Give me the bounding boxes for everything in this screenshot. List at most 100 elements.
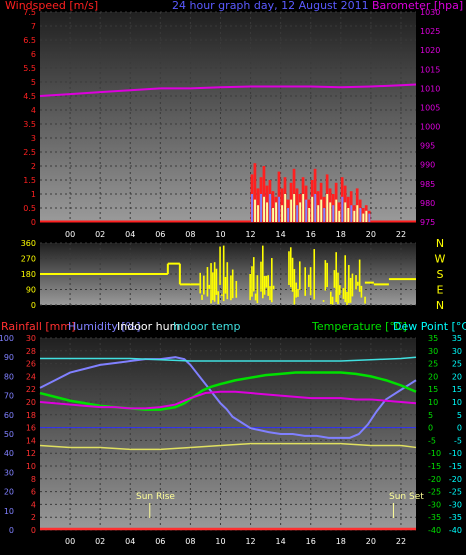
wind-avg-bar xyxy=(287,208,290,222)
baro-y-tick: 980 xyxy=(420,199,435,208)
wind-direction-burst xyxy=(203,275,205,295)
temp-y-tick: -30 xyxy=(428,500,441,509)
compass-letter: N xyxy=(436,237,444,250)
wind-direction-burst xyxy=(231,269,234,299)
wind-direction-burst xyxy=(256,275,259,304)
wind-y-tick: 0 xyxy=(31,218,36,227)
chart-labels: 0 0.5 1 1.5 2 2.5 3 3.5 4 4.5 5 5.5 6 6.5 7 7.5 975 980 98… xyxy=(0,8,462,546)
wind-direction-burst xyxy=(260,261,262,292)
wind-direction-burst xyxy=(272,285,275,290)
wind-avg-bar xyxy=(293,194,296,222)
wind-avg-bar xyxy=(260,194,262,222)
wind-direction-burst xyxy=(230,275,232,301)
wind-direction-burst xyxy=(357,281,359,286)
wind-direction-burst xyxy=(297,288,299,297)
rain-y-tick: 6 xyxy=(31,488,36,497)
rain-y-tick: 30 xyxy=(26,334,36,343)
wind-avg-bar xyxy=(251,194,253,222)
rain-y-tick: 18 xyxy=(26,411,36,420)
dir-y-tick: 0 xyxy=(31,301,36,310)
wind-avg-bar xyxy=(353,210,356,222)
dew-y-tick: -5 xyxy=(454,436,462,445)
temp-x-tick: 08 xyxy=(185,537,195,546)
wind-direction-burst xyxy=(349,277,352,303)
windspeed-axis-label: Windspeed [m/s] xyxy=(5,0,98,12)
wind-y-tick: 1.5 xyxy=(23,176,36,185)
wind-direction-burst xyxy=(338,285,341,295)
wind-direction-burst xyxy=(313,249,316,300)
wind-direction-burst xyxy=(355,275,357,290)
rain-y-tick: 0 xyxy=(31,526,36,535)
compass-letter: N xyxy=(436,299,444,312)
rain-y-tick: 8 xyxy=(31,475,36,484)
rain-y-tick: 22 xyxy=(26,385,36,394)
panel-wind-baro-bg xyxy=(40,12,416,222)
rain-y-tick: 12 xyxy=(26,449,36,458)
wind-avg-bar xyxy=(278,196,281,222)
wind-avg-bar xyxy=(347,208,350,222)
rain-y-tick: 24 xyxy=(26,372,36,381)
temp-x-tick: 06 xyxy=(155,537,165,546)
temp-x-tick: 20 xyxy=(366,537,376,546)
chart-title: 24 hour graph day, 12 August 2011 xyxy=(172,0,369,12)
wind-direction-burst xyxy=(206,267,209,297)
wind-avg-bar xyxy=(326,194,329,222)
temp-y-tick: 30 xyxy=(428,347,438,356)
wind-direction-burst xyxy=(360,285,363,298)
humidity-y-tick: 50 xyxy=(4,430,14,439)
baro-y-tick: 975 xyxy=(420,218,435,227)
temp-y-tick: -40 xyxy=(428,526,441,535)
wind-avg-bar xyxy=(299,202,302,222)
wind-direction-burst xyxy=(267,275,270,296)
wind-avg-bar xyxy=(290,199,293,222)
wind-x-tick: 08 xyxy=(185,230,195,239)
wind-direction-burst xyxy=(326,262,328,288)
wind-avg-bar xyxy=(335,199,338,222)
temp-x-tick: 02 xyxy=(95,537,105,546)
indoor-temp-line xyxy=(40,356,417,362)
dir-y-tick: 360 xyxy=(21,239,36,248)
temp-x-tick: 10 xyxy=(215,537,225,546)
wind-direction-burst xyxy=(358,259,361,292)
wind-avg-bar xyxy=(368,213,371,222)
dew-y-tick: 35 xyxy=(452,334,462,343)
temperature-axis-label: Temperature [°C] xyxy=(311,320,407,333)
wind-avg-bar xyxy=(272,208,275,222)
compass-letter: S xyxy=(437,268,444,281)
wind-y-tick: 4.5 xyxy=(23,92,36,101)
humidity-line xyxy=(39,356,417,439)
wind-direction-burst xyxy=(337,272,339,304)
dew-y-tick: -20 xyxy=(449,475,462,484)
wind-avg-bar xyxy=(269,194,272,222)
wind-x-tick: 04 xyxy=(125,230,135,239)
wind-direction-burst xyxy=(215,268,218,295)
temp-y-tick: -10 xyxy=(428,449,441,458)
wind-direction-burst xyxy=(309,267,312,296)
rain-y-tick: 2 xyxy=(31,513,36,522)
wind-avg-bar xyxy=(275,202,278,222)
wind-avg-bar xyxy=(323,208,326,222)
wind-direction-burst xyxy=(331,296,334,305)
wind-avg-bar xyxy=(254,199,256,222)
humidity-y-tick: 70 xyxy=(4,392,14,401)
wind-direction-burst xyxy=(293,269,296,305)
baro-y-tick: 1015 xyxy=(420,65,440,74)
wind-y-tick: 5.5 xyxy=(23,64,36,73)
wind-avg-bar xyxy=(257,205,259,222)
wind-x-tick: 16 xyxy=(306,230,316,239)
wind-avg-bar xyxy=(317,205,320,222)
wind-direction-burst xyxy=(222,245,225,302)
wind-x-tick: 10 xyxy=(215,230,225,239)
temp-y-tick: 35 xyxy=(428,334,438,343)
temp-x-tick: 16 xyxy=(306,537,316,546)
wind-direction-burst xyxy=(288,251,290,285)
humidity-y-tick: 30 xyxy=(4,468,14,477)
wind-gust-bar xyxy=(271,191,275,222)
wind-direction-burst xyxy=(298,261,301,290)
dew-y-tick: -15 xyxy=(449,462,462,471)
wind-y-tick: 5 xyxy=(31,78,36,87)
wind-avg-bar xyxy=(332,205,335,222)
dew-line xyxy=(39,390,417,410)
